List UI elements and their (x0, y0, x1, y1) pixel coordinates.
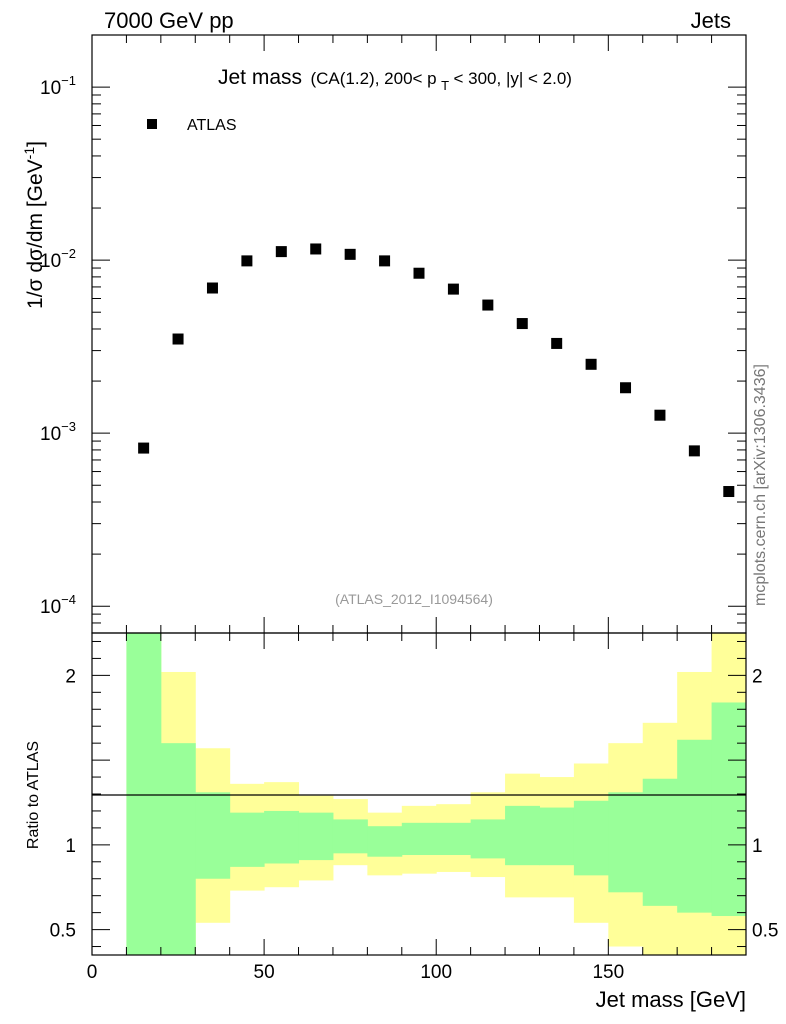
process-label: Jets (691, 8, 731, 33)
data-point (654, 409, 666, 421)
stat-uncertainty-bin (195, 792, 231, 879)
data-point (620, 382, 632, 394)
stat-uncertainty-bin (573, 800, 609, 876)
plot-title-tail: < 300, |y| < 2.0) (454, 69, 572, 88)
data-point (516, 318, 528, 330)
stat-uncertainty-bin (505, 805, 540, 866)
data-point (241, 255, 253, 267)
main-data-points (138, 243, 735, 498)
stat-uncertainty-bin (470, 819, 506, 859)
x-tick-label: 150 (592, 962, 624, 983)
analysis-watermark: (ATLAS_2012_I1094564) (335, 591, 493, 607)
data-point (275, 246, 287, 258)
data-point (688, 445, 700, 457)
plot-title-detail: (CA(1.2), 200< p (310, 69, 436, 88)
data-point (172, 333, 184, 345)
stat-uncertainty-bin (332, 819, 368, 854)
source-side-label: mcplots.cern.ch [arXiv:1306.3436] (752, 364, 769, 606)
main-y-axis-label-text: 1/σ dσ/dm [GeV (24, 159, 47, 309)
plot-title: Jet mass (CA(1.2), 200< p T < 300, |y| <… (218, 66, 572, 94)
ratio-y-tick-label-left: 2 (65, 666, 76, 687)
legend-label: ATLAS (187, 117, 237, 134)
ratio-y-tick-label-left: 1 (65, 836, 76, 857)
main-y-tick-label-exponent: −1 (61, 73, 76, 88)
stat-uncertainty-bin (642, 778, 678, 906)
main-y-tick-label: 10−1 (40, 73, 76, 99)
beam-energy-label: 7000 GeV pp (104, 8, 234, 33)
data-point (551, 337, 563, 349)
data-point (310, 243, 322, 255)
ratio-y-tick-label-right: 1 (752, 836, 763, 857)
main-y-tick-label-base: 10 (40, 424, 61, 445)
main-y-axis-label-superscript: -1 (21, 147, 37, 160)
plot-title-subscript: T (441, 78, 449, 93)
x-tick-label: 0 (87, 962, 98, 983)
stat-uncertainty-bin (160, 743, 196, 955)
stat-uncertainty-bin (677, 739, 713, 913)
main-y-tick-label-base: 10 (40, 78, 61, 99)
stat-uncertainty-bin (436, 822, 472, 856)
ratio-y-tick-label-right: 0.5 (752, 921, 778, 942)
data-point (138, 442, 150, 454)
stat-uncertainty-bin (264, 810, 300, 864)
plot-title-main: Jet mass (218, 66, 302, 89)
main-y-tick-label: 10−2 (40, 246, 76, 272)
legend-marker (147, 119, 157, 129)
ratio-y-tick-label-right: 2 (752, 666, 763, 687)
ratio-y-tick-label-left: 0.5 (50, 921, 76, 942)
main-y-tick-label: 10−4 (40, 592, 76, 618)
data-point (447, 283, 459, 295)
stat-uncertainty-bin (367, 826, 403, 857)
main-y-tick-label-exponent: −2 (61, 246, 76, 261)
main-y-axis-label: 1/σ dσ/dm [GeV-1] (21, 141, 47, 309)
stat-uncertainty-bin (298, 812, 334, 861)
x-axis-label: Jet mass [GeV] (596, 987, 746, 1012)
stat-uncertainty-bin (401, 822, 437, 856)
data-point (723, 486, 735, 498)
main-y-tick-label: 10−3 (40, 419, 76, 445)
main-y-tick-label-base: 10 (40, 251, 61, 272)
stat-uncertainty-bin (711, 702, 747, 917)
main-y-tick-label-exponent: −4 (61, 592, 76, 607)
data-point (413, 267, 425, 279)
x-tick-label: 100 (420, 962, 452, 983)
ratio-y-axis-label: Ratio to ATLAS (25, 741, 42, 849)
main-y-axis-label-close: ] (24, 141, 47, 147)
stat-uncertainty-bin (539, 807, 575, 866)
stat-uncertainty-bin (126, 633, 162, 955)
x-tick-label: 50 (254, 962, 275, 983)
axis-ticks (91, 34, 747, 955)
data-point (585, 358, 597, 370)
main-y-tick-label-base: 10 (40, 597, 61, 618)
data-point (482, 299, 494, 311)
stat-uncertainty-bin (608, 792, 644, 893)
ratio-bands (126, 633, 747, 955)
data-point (379, 255, 391, 267)
data-point (206, 282, 218, 294)
stat-uncertainty-bin (229, 812, 265, 867)
main-y-tick-label-exponent: −3 (61, 419, 76, 434)
data-point (344, 248, 356, 260)
